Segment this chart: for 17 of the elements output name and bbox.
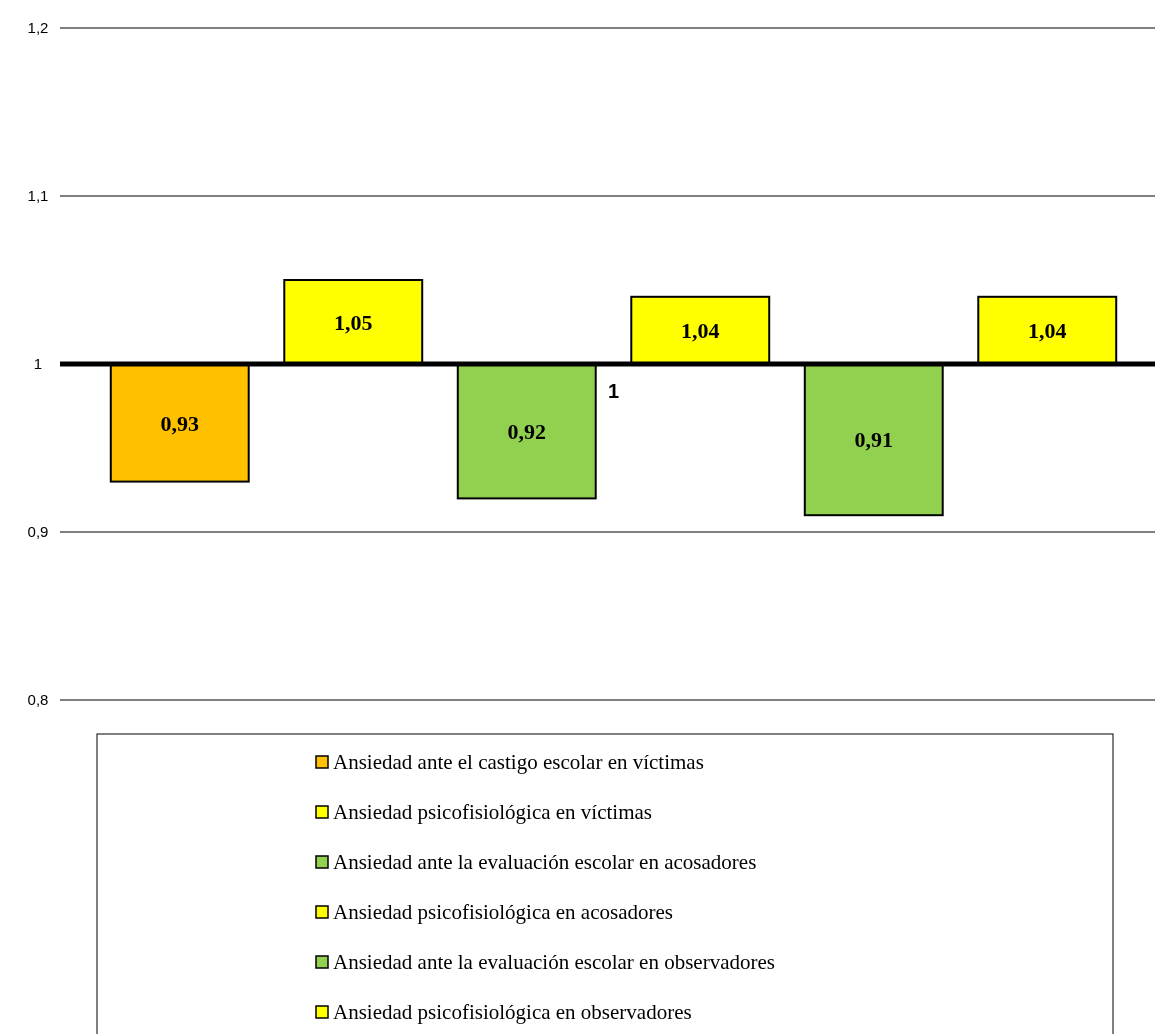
y-tick-label: 1: [33, 355, 43, 373]
data-label: 0,93: [160, 410, 199, 436]
y-tick-label: 0,8: [27, 691, 49, 709]
data-label: 0,91: [854, 427, 893, 453]
legend-label: Ansiedad ante la evaluación escolar en observadores: [333, 950, 775, 975]
y-tick-label: 0,9: [27, 523, 49, 541]
legend-label: Ansiedad psicofisiológica en víctimas: [333, 800, 653, 825]
data-label: 1,04: [681, 318, 720, 344]
legend-label: Ansiedad ante la evaluación escolar en acosadores: [333, 850, 757, 875]
legend-label: Ansiedad psicofisiológica en observadores: [333, 1000, 692, 1025]
data-label: 1,05: [334, 309, 373, 335]
data-label: 0,92: [507, 418, 546, 444]
legend-label: Ansiedad ante el castigo escolar en víctimas: [333, 750, 704, 775]
data-label: 1,04: [1028, 318, 1067, 344]
y-tick-label: 1,1: [27, 187, 49, 205]
y-tick-label: 1,2: [27, 19, 49, 37]
legend-label: Ansiedad psicofisiológica en acosadores: [333, 900, 673, 925]
